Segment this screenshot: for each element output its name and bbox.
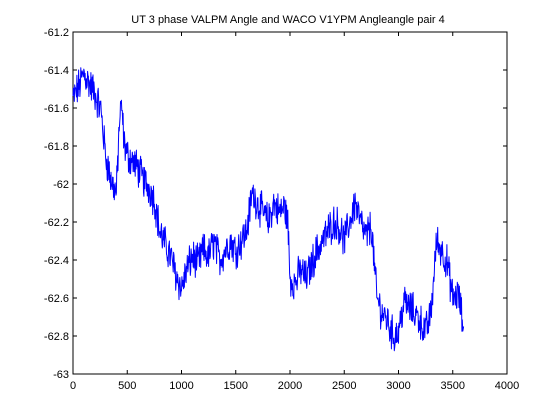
x-tick-label: 1000 [169,380,193,392]
x-tick-label: 2000 [278,380,302,392]
x-tick-label: 3500 [441,380,465,392]
series-layer [72,67,465,352]
y-tick-label: -62.8 [44,331,69,343]
plot-area [72,31,508,375]
y-tick-label: -62 [53,179,69,191]
y-tick-label: -62.6 [44,293,69,305]
x-tick-label: 4000 [495,380,519,392]
y-tick-label: -61.6 [44,103,69,115]
x-tick-label: 500 [118,380,136,392]
series-line-0 [72,67,465,352]
y-tick-label: -61.8 [44,141,69,153]
y-tick-label: -61.4 [44,65,69,77]
y-tick-label: -63 [53,369,69,381]
chart-title: UT 3 phase VALPM Angle and WACO V1YPM An… [131,14,444,26]
x-tick-label: 0 [70,380,76,392]
x-tick-label: 3000 [386,380,410,392]
y-tick-label: -61.2 [44,27,69,39]
x-tick-label: 1500 [224,380,248,392]
y-tick-label: -62.4 [44,255,69,267]
tick-layer: 0 500 1000 1500 2000 2500 3000 3500 4000 -61.2 -61… [44,27,519,392]
x-tick-label: 2500 [332,380,356,392]
y-tick-label: -62.2 [44,217,69,229]
